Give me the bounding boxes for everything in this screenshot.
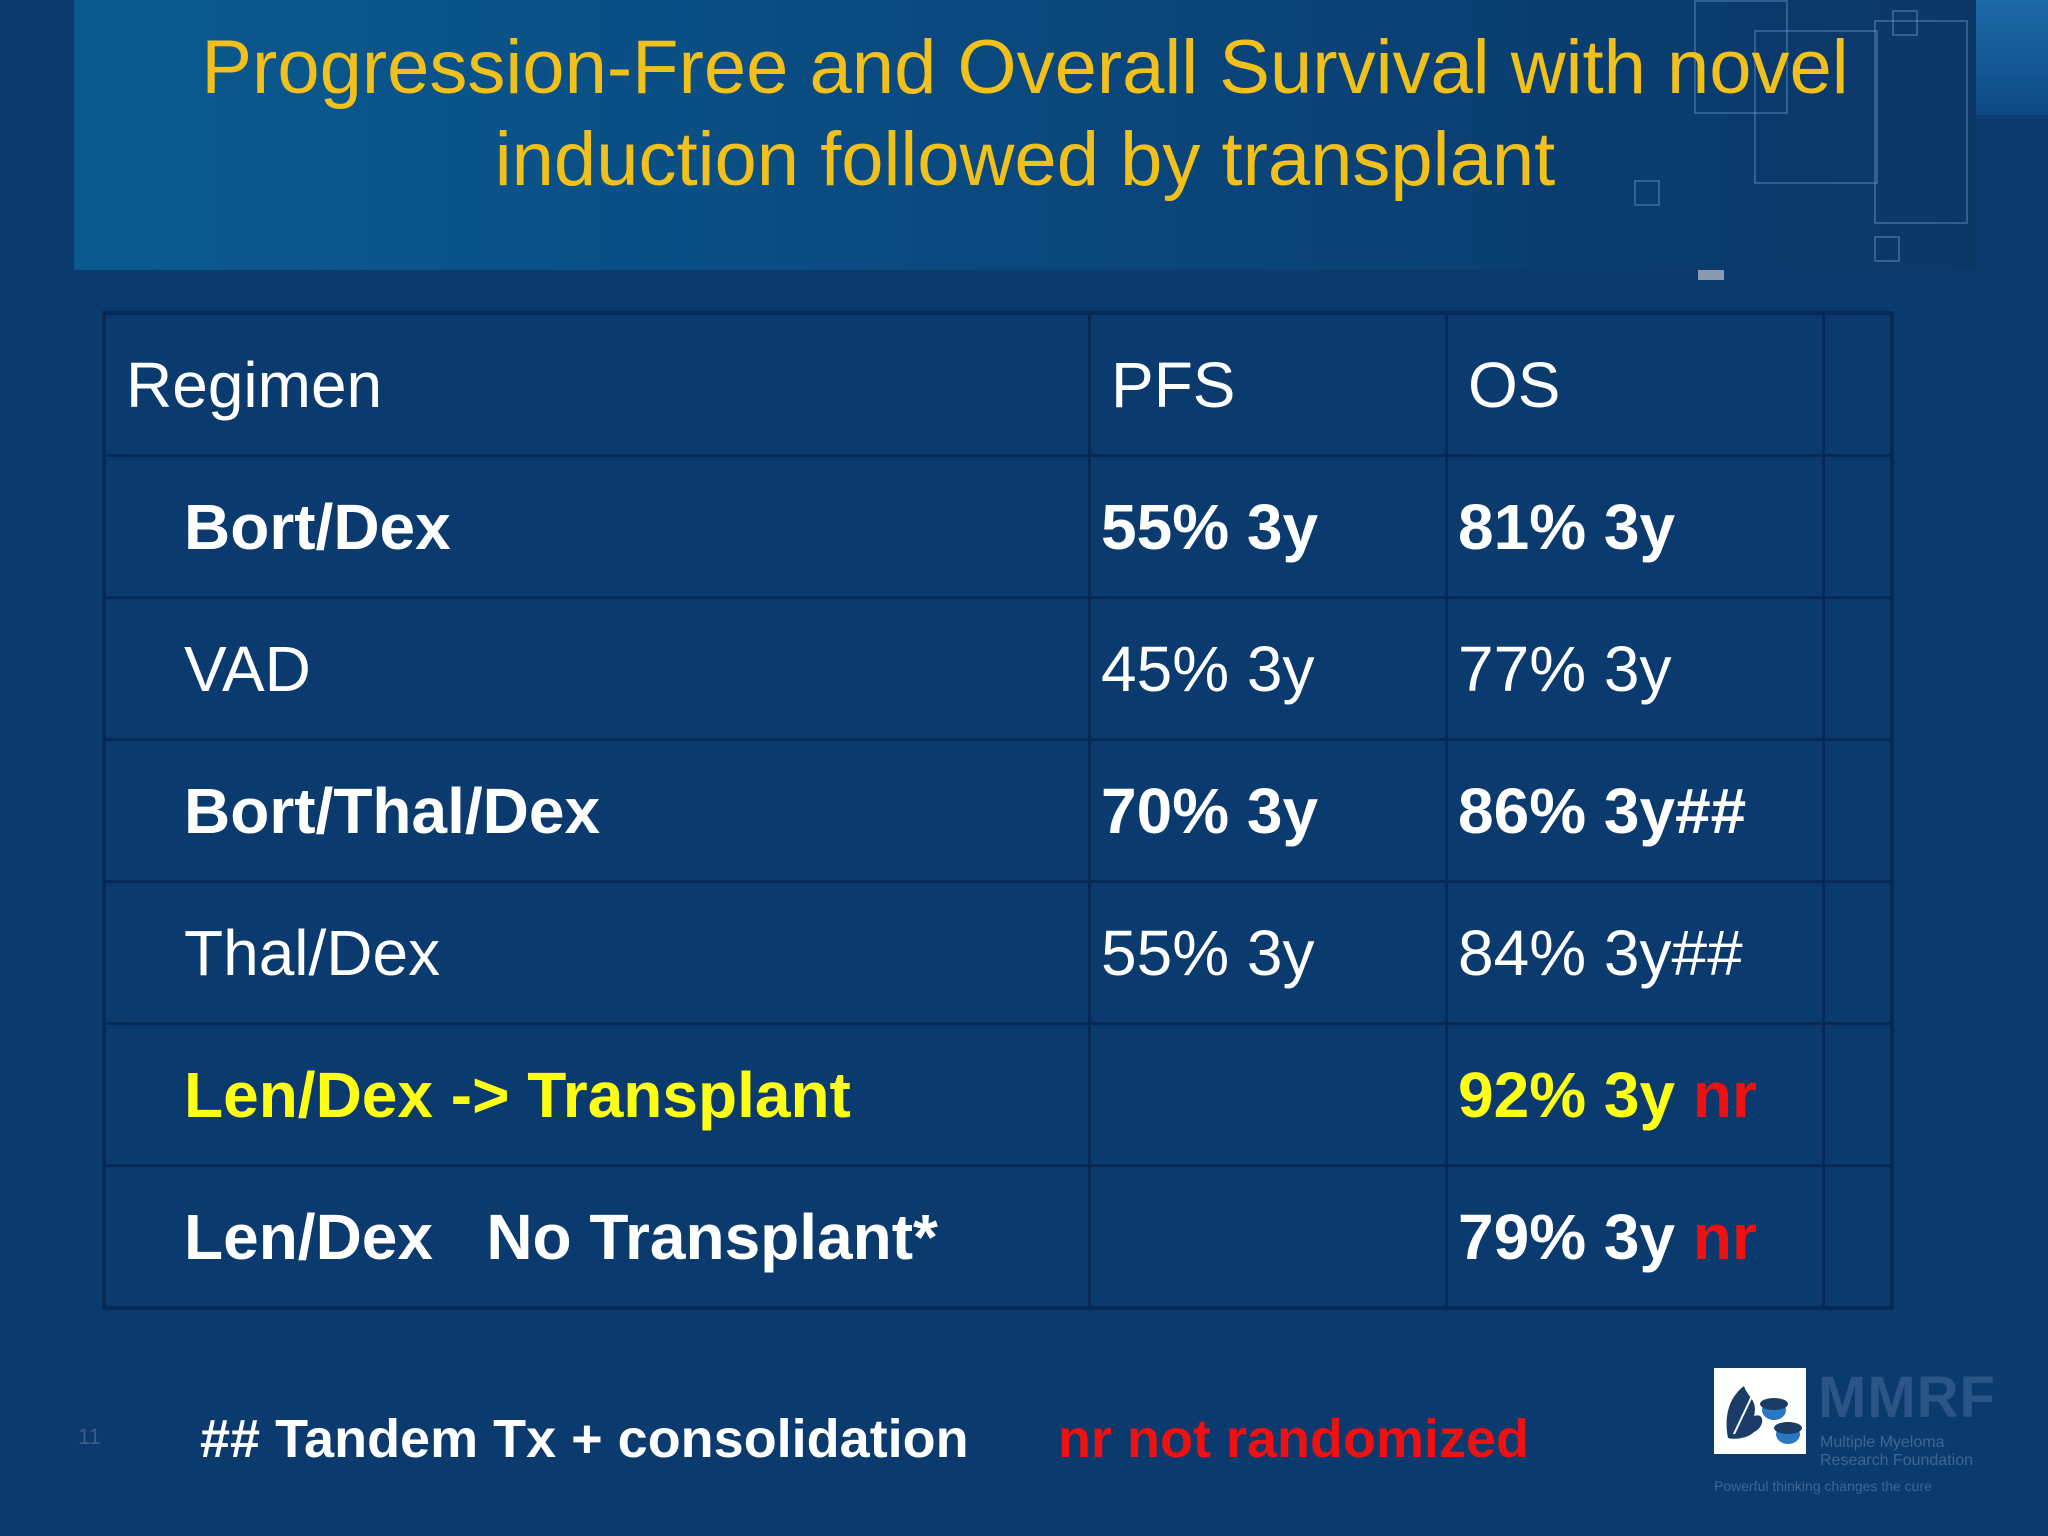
- regimen-cell: Thal/Dex: [184, 916, 441, 989]
- divider-mark: [1698, 270, 1724, 280]
- survival-table: Regimen PFS OS Bort/Dex 55% 3y 81% 3y VA…: [102, 311, 1894, 1310]
- os-cell: 92% 3y: [1458, 1058, 1676, 1131]
- logo-wordmark: MMRF: [1818, 1365, 1996, 1430]
- os-cell: 86% 3y##: [1458, 774, 1747, 847]
- title-band: [74, 0, 1976, 270]
- regimen-cell: Bort/Thal/Dex: [184, 774, 601, 847]
- footnote-not-randomized: nr not randomized: [1058, 1409, 1529, 1469]
- pfs-cell: 55% 3y: [1101, 916, 1315, 989]
- empty-cell: [1822, 880, 1894, 1025]
- os-cell: 81% 3y: [1458, 490, 1676, 563]
- table-row: Bort/Dex 55% 3y 81% 3y: [102, 454, 1894, 599]
- regimen-cell: VAD: [184, 632, 311, 705]
- regimen-cell: Bort/Dex: [184, 490, 451, 563]
- header-pfs: PFS: [1111, 348, 1236, 421]
- table-row: Thal/Dex 55% 3y 84% 3y##: [102, 880, 1894, 1025]
- table-header-row: Regimen PFS OS: [102, 311, 1894, 457]
- regimen-cell: Len/Dex No Transplant*: [184, 1200, 938, 1273]
- nr-marker: nr: [1692, 1200, 1757, 1273]
- os-cell: 84% 3y##: [1458, 916, 1743, 989]
- empty-cell: [1822, 1022, 1894, 1167]
- pfs-cell: 70% 3y: [1101, 774, 1319, 847]
- empty-cell: [1822, 738, 1894, 883]
- empty-cell: [1822, 311, 1894, 457]
- empty-cell: [1822, 596, 1894, 741]
- header-regimen: Regimen: [126, 348, 383, 421]
- oak-leaf-icon: [1714, 1368, 1806, 1454]
- table-row: VAD 45% 3y 77% 3y: [102, 596, 1894, 741]
- corner-decoration: [1976, 0, 2048, 115]
- mmrf-logo: MMRF Multiple Myeloma Research Foundatio…: [1714, 1364, 2034, 1494]
- pfs-cell: [1091, 1201, 1101, 1273]
- table-row: Len/Dex No Transplant* 79% 3y nr: [102, 1164, 1894, 1310]
- slide-number: 11: [78, 1424, 101, 1449]
- slide-title: Progression-Free and Overall Survival wi…: [201, 25, 1849, 202]
- empty-cell: [1822, 454, 1894, 599]
- logo-line-1: Multiple Myeloma: [1820, 1434, 1945, 1451]
- pfs-cell: [1091, 1059, 1101, 1131]
- os-cell: 77% 3y: [1458, 632, 1672, 705]
- os-cell: 79% 3y: [1458, 1200, 1676, 1273]
- logo-tagline: Powerful thinking changes the cure: [1714, 1478, 1932, 1494]
- logo-line-2: Research Foundation: [1820, 1452, 1973, 1469]
- table-row: Bort/Thal/Dex 70% 3y 86% 3y##: [102, 738, 1894, 883]
- header-os: OS: [1468, 348, 1561, 421]
- empty-cell: [1822, 1164, 1894, 1310]
- pfs-cell: 55% 3y: [1101, 490, 1319, 563]
- footnote-tandem: ## Tandem Tx + consolidation: [200, 1409, 969, 1469]
- pfs-cell: 45% 3y: [1101, 632, 1315, 705]
- table-row: Len/Dex -> Transplant 92% 3y nr: [102, 1022, 1894, 1167]
- nr-marker: nr: [1692, 1058, 1757, 1131]
- regimen-cell: Len/Dex -> Transplant: [184, 1058, 851, 1131]
